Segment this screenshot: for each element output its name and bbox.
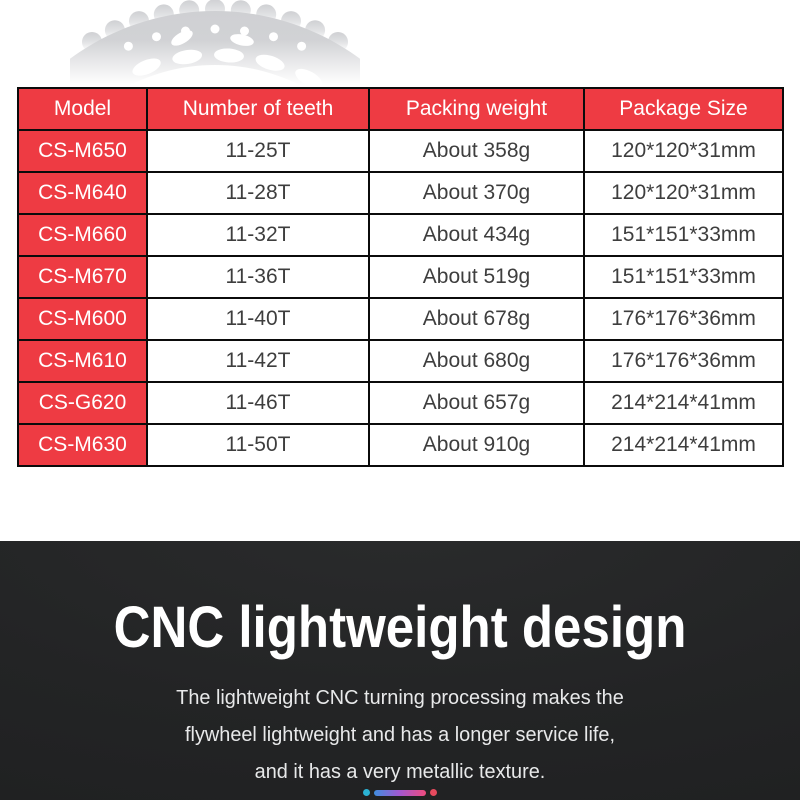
header-model: Model: [17, 87, 148, 131]
teeth-cell: 11-32T: [146, 213, 370, 257]
model-cell: CS-M630: [17, 423, 148, 467]
hero-description-line: flywheel lightweight and has a longer se…: [185, 723, 615, 746]
model-cell: CS-M610: [17, 339, 148, 383]
teeth-cell: 11-42T: [146, 339, 370, 383]
size-cell: 151*151*33mm: [583, 255, 784, 299]
hero-description-line: The lightweight CNC turning processing m…: [176, 686, 624, 709]
weight-cell: About 370g: [368, 171, 585, 215]
weight-cell: About 657g: [368, 381, 585, 425]
weight-cell: About 680g: [368, 339, 585, 383]
teeth-cell: 11-36T: [146, 255, 370, 299]
teeth-cell: 11-28T: [146, 171, 370, 215]
divider-gradient-bar-icon: [374, 789, 426, 796]
header-number-of-teeth: Number of teeth: [146, 87, 370, 131]
table-row: CS-G620 11-46T About 657g 214*214*41mm: [17, 381, 784, 425]
weight-cell: About 434g: [368, 213, 585, 257]
size-cell: 176*176*36mm: [583, 297, 784, 341]
hero-title: CNC lightweight design: [113, 595, 687, 660]
table-row: CS-M670 11-36T About 519g 151*151*33mm: [17, 255, 784, 299]
sprocket-gear-icon: [0, 0, 459, 499]
teeth-cell: 11-50T: [146, 423, 370, 467]
teeth-cell: 11-46T: [146, 381, 370, 425]
header-package-size: Package Size: [583, 87, 784, 131]
teeth-cell: 11-40T: [146, 297, 370, 341]
table-row: CS-M640 11-28T About 370g 120*120*31mm: [17, 171, 784, 215]
model-cell: CS-M650: [17, 129, 148, 173]
table-row: CS-M660 11-32T About 434g 151*151*33mm: [17, 213, 784, 257]
size-cell: 151*151*33mm: [583, 213, 784, 257]
model-cell: CS-M640: [17, 171, 148, 215]
model-cell: CS-M600: [17, 297, 148, 341]
weight-cell: About 358g: [368, 129, 585, 173]
header-packing-weight: Packing weight: [368, 87, 585, 131]
teeth-cell: 11-25T: [146, 129, 370, 173]
weight-cell: About 519g: [368, 255, 585, 299]
divider-pink-dot-icon: [430, 789, 437, 796]
size-cell: 214*214*41mm: [583, 423, 784, 467]
table-header-row: Model Number of teeth Packing weight Pac…: [17, 87, 784, 131]
model-cell: CS-G620: [17, 381, 148, 425]
size-cell: 120*120*31mm: [583, 129, 784, 173]
gradient-divider: [0, 789, 800, 796]
table-row: CS-M600 11-40T About 678g 176*176*36mm: [17, 297, 784, 341]
hero-description-line: and it has a very metallic texture.: [254, 760, 546, 783]
table-row: CS-M650 11-25T About 358g 120*120*31mm: [17, 129, 784, 173]
table-row: CS-M610 11-42T About 680g 176*176*36mm: [17, 339, 784, 383]
hero-section: CNC lightweight design The lightweight C…: [0, 541, 800, 800]
size-cell: 176*176*36mm: [583, 339, 784, 383]
table-row: CS-M630 11-50T About 910g 214*214*41mm: [17, 423, 784, 467]
size-cell: 120*120*31mm: [583, 171, 784, 215]
model-cell: CS-M660: [17, 213, 148, 257]
model-cell: CS-M670: [17, 255, 148, 299]
weight-cell: About 910g: [368, 423, 585, 467]
divider-cyan-dot-icon: [363, 789, 370, 796]
spec-table: Model Number of teeth Packing weight Pac…: [17, 87, 784, 467]
weight-cell: About 678g: [368, 297, 585, 341]
hero-description: The lightweight CNC turning processing m…: [12, 679, 788, 790]
size-cell: 214*214*41mm: [583, 381, 784, 425]
